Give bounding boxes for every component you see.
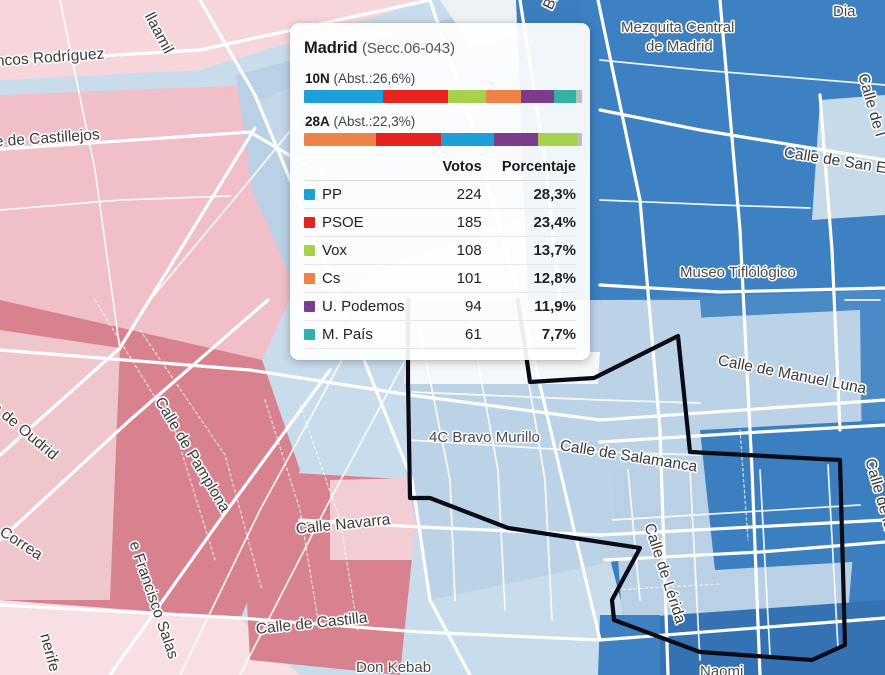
popup-title: Madrid (Secc.06-043) (304, 39, 576, 58)
cell-porcentaje: 23,4% (481, 208, 576, 237)
table-row: M. País 61 7,7% (304, 320, 576, 349)
district-red-pale-strip (330, 478, 420, 560)
cell-porcentaje: 28,3% (481, 180, 576, 209)
results-table-body: PP 224 28,3% PSOE 185 23,4% Vox 108 13,7% Cs 101 12… (304, 180, 576, 349)
cell-party: PSOE (304, 208, 432, 237)
party-name: M. País (322, 326, 373, 343)
bar-segment-mpas (554, 90, 576, 103)
bar-segment-upodemos (493, 133, 538, 146)
popup-section-code: (Secc.06-043) (361, 40, 455, 57)
bar-segment-psoe (376, 133, 442, 146)
bar-segment-upodemos (521, 90, 555, 103)
party-color-swatch (304, 189, 315, 200)
stacked-bar-10N[interactable] (304, 90, 582, 103)
stacked-bar-28A[interactable] (304, 133, 582, 146)
district-blue-right-strip (700, 420, 885, 570)
cell-party: Cs (304, 264, 432, 293)
cell-votos: 61 (431, 320, 482, 349)
bar-segment-otros (575, 90, 582, 103)
table-row: Cs 101 12,8% (304, 264, 576, 293)
party-name: PP (322, 186, 343, 203)
district-red-pale-nw (0, 0, 430, 80)
district-blue-bottom-strip (600, 600, 885, 675)
district-red-light-sw (0, 330, 120, 600)
party-color-swatch (304, 273, 315, 284)
bar-segment-cs (485, 90, 522, 103)
cell-party: M. País (304, 320, 432, 349)
bar-segment-cs (304, 133, 376, 146)
table-row: U. Podemos 94 11,9% (304, 292, 576, 321)
election-heading-10N: 10N (Abst.:26,6%) (305, 71, 576, 86)
party-color-swatch (304, 329, 315, 340)
bar-segment-vox (447, 90, 486, 103)
election-heading-28A: 28A (Abst.:22,3%) (305, 114, 576, 129)
cell-votos: 94 (431, 292, 482, 321)
popup-place-name: Madrid (304, 39, 358, 57)
party-color-swatch (304, 301, 315, 312)
col-header-party (304, 157, 432, 181)
district-light-upper-white (404, 352, 600, 384)
col-header-porcentaje: Porcentaje (481, 157, 576, 181)
bar-segment-psoe (382, 90, 448, 103)
election-bars-group: 10N (Abst.:26,6%) 28A (Abst.:22,3%) (304, 71, 582, 146)
party-name: U. Podemos (322, 298, 405, 315)
district-blue-shade-east-3 (812, 95, 885, 220)
table-row: Vox 108 13,7% (304, 236, 576, 265)
col-header-votos: Votos (431, 157, 482, 181)
table-row: PSOE 185 23,4% (304, 208, 576, 237)
cell-votos: 108 (431, 236, 482, 265)
table-header-row: Votos Porcentaje (304, 157, 576, 181)
table-row: PP 224 28,3% (304, 180, 576, 209)
results-table: Votos Porcentaje PP 224 28,3% PSOE 185 23,4% V… (304, 157, 576, 349)
cell-votos: 224 (431, 180, 482, 209)
election-abstention: (Abst.:26,6%) (329, 71, 416, 86)
bar-segment-pp (441, 133, 494, 146)
party-name: PSOE (322, 214, 364, 231)
district-blue-strong-east-2 (566, 0, 885, 330)
bar-segment-vox (537, 133, 577, 146)
bar-segment-pp (304, 90, 383, 103)
party-color-swatch (304, 217, 315, 228)
party-name: Vox (322, 242, 348, 259)
election-code: 28A (305, 114, 330, 129)
section-results-popup[interactable]: Madrid (Secc.06-043) 10N (Abst.:26,6%) 28… (290, 23, 590, 360)
cell-party: U. Podemos (304, 292, 432, 321)
bar-segment-otros (576, 133, 582, 146)
election-code: 10N (305, 71, 330, 86)
cell-porcentaje: 7,7% (481, 320, 576, 349)
cell-votos: 101 (431, 264, 482, 293)
party-color-swatch (304, 245, 315, 256)
section-boundary (405, 297, 848, 663)
party-name: Cs (322, 270, 341, 287)
cell-votos: 185 (431, 208, 482, 237)
cell-porcentaje: 11,9% (481, 292, 576, 321)
cell-porcentaje: 13,7% (481, 236, 576, 265)
cell-party: Vox (304, 236, 432, 265)
cell-party: PP (304, 180, 432, 209)
election-block-10N: 10N (Abst.:26,6%) (304, 71, 582, 103)
cell-porcentaje: 12,8% (481, 264, 576, 293)
election-block-28A: 28A (Abst.:22,3%) (304, 114, 582, 146)
election-abstention: (Abst.:22,3%) (329, 114, 416, 129)
